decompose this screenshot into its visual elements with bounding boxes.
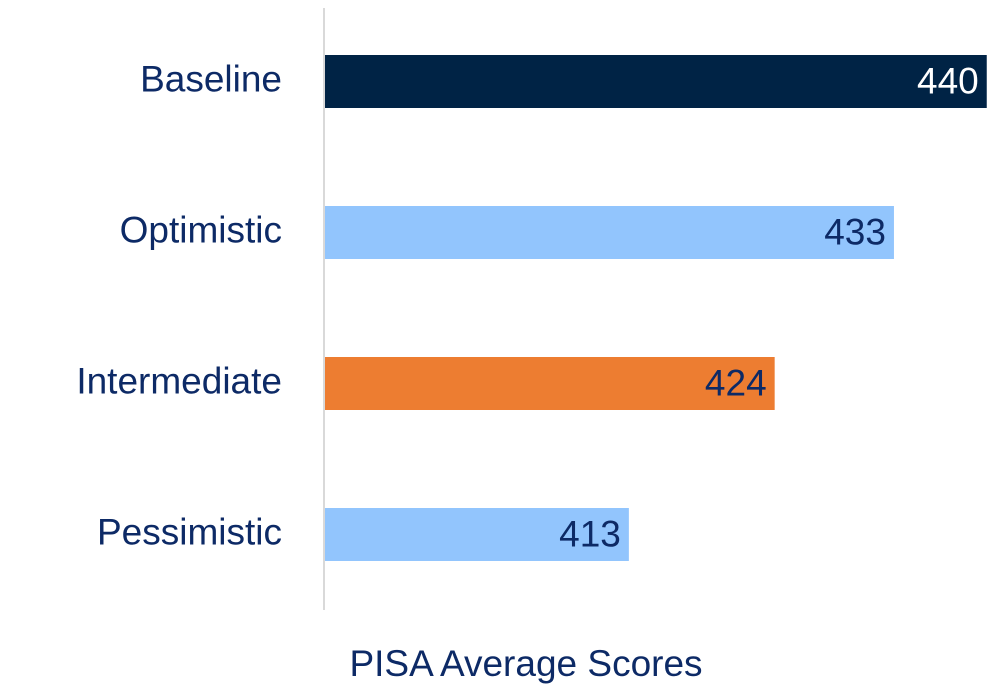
value-label: 413: [559, 513, 621, 554]
value-label: 424: [705, 362, 767, 403]
y-tick-label: Pessimistic: [97, 511, 282, 552]
value-label: 433: [824, 211, 886, 252]
value-label: 440: [917, 60, 979, 101]
y-tick-label: Intermediate: [76, 360, 282, 401]
y-tick-label: Optimistic: [120, 209, 282, 250]
bar: [325, 508, 629, 561]
x-axis-label: PISA Average Scores: [349, 643, 702, 684]
bar: [325, 55, 987, 108]
bar: [325, 357, 775, 410]
bar: [325, 206, 894, 259]
y-tick-label: Baseline: [140, 58, 282, 99]
